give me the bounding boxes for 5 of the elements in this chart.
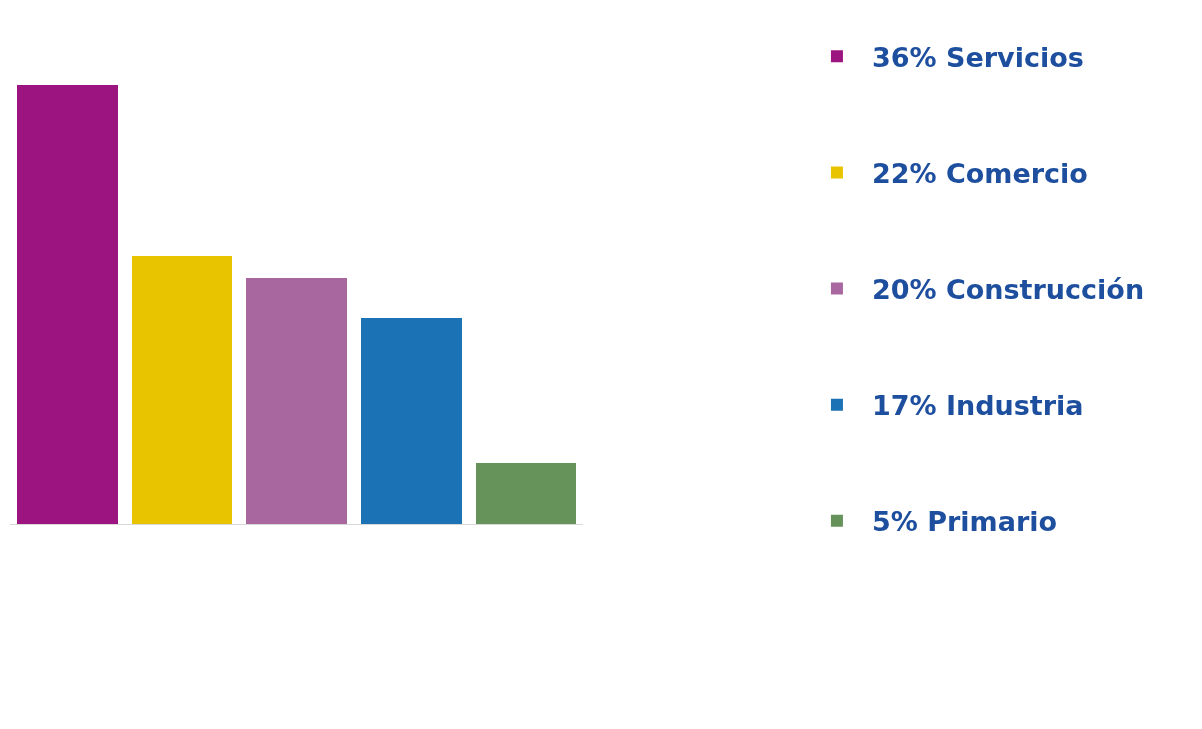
legend-label: 22% Comercio	[871, 158, 1088, 189]
legend-label: 20% Construcción	[871, 274, 1145, 306]
legend-label: 5% Primario	[871, 506, 1058, 538]
legend-label: 36% Servicios	[871, 41, 1084, 73]
legend-label: 17% Industria	[871, 390, 1084, 422]
